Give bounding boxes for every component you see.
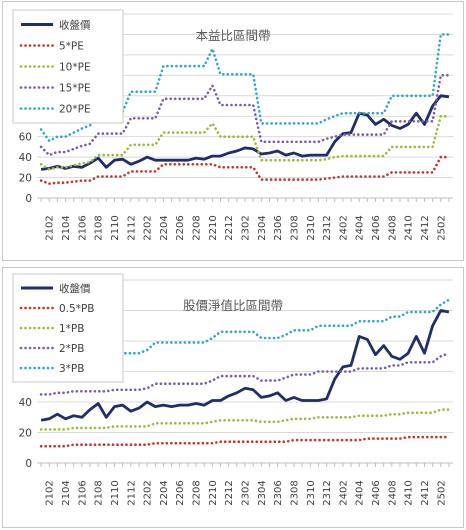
pb-y-tick-label: 40 xyxy=(19,397,32,409)
pe-x-tick-label: 2304 xyxy=(257,215,268,240)
pb-x-tick-label: 2104 xyxy=(61,480,72,505)
pe-y-tick-label: 40 xyxy=(19,152,32,164)
pe-band-chart-panel: 0204060801001201401601802102210421062108… xyxy=(2,1,464,261)
pb-band-chart: 0204060801001202102210421062108211021122… xyxy=(12,273,453,506)
pe-x-tick-label: 2410 xyxy=(404,215,415,240)
pb-series-line-3 xyxy=(39,351,451,396)
pe-x-tick-label: 2308 xyxy=(289,215,300,240)
pb-x-tick-label: 2206 xyxy=(175,480,186,505)
pb-x-tick-label: 2412 xyxy=(420,480,431,505)
pe-series-line-1 xyxy=(39,155,451,186)
pe-x-tick-label: 2412 xyxy=(420,215,431,240)
pb-series-line-0 xyxy=(40,309,450,422)
pe-y-tick-label: 0 xyxy=(25,193,32,205)
pe-x-tick-label: 2104 xyxy=(61,215,72,240)
pb-x-tick-label: 2502 xyxy=(436,480,447,505)
pe-chart-title: 本益比區間帶 xyxy=(195,28,270,43)
pe-x-tick-label: 2202 xyxy=(143,215,154,240)
pb-legend-label-0: 收盤價 xyxy=(59,282,91,295)
pe-x-tick-label: 2204 xyxy=(159,215,170,240)
pe-x-tick-label: 2206 xyxy=(175,215,186,240)
pe-x-tick-label: 2312 xyxy=(322,215,333,240)
pb-chart-title: 股價淨值比區間帶 xyxy=(183,298,283,313)
pe-x-tick-label: 2110 xyxy=(110,215,121,240)
pe-x-tick-label: 2310 xyxy=(306,215,317,240)
pe-x-tick-label: 2406 xyxy=(371,215,382,240)
pe-x-tick-label: 2502 xyxy=(436,215,447,240)
pb-x-tick-label: 2404 xyxy=(355,480,366,505)
pb-series-line-1 xyxy=(39,435,451,448)
pe-legend-label-4: 20*PE xyxy=(59,104,91,116)
pe-legend-label-3: 15*PE xyxy=(59,83,91,95)
pe-x-tick-label: 2402 xyxy=(338,215,349,240)
pe-y-tick-label: 60 xyxy=(19,132,32,144)
pb-x-tick-label: 2312 xyxy=(322,480,333,505)
pb-x-tick-label: 2106 xyxy=(77,480,88,505)
pe-legend-label-0: 收盤價 xyxy=(59,19,91,32)
pe-band-chart: 0204060801001201401601802102210421062108… xyxy=(12,9,453,241)
pb-legend-label-2: 1*PB xyxy=(59,323,84,335)
pb-x-tick-label: 2410 xyxy=(404,480,415,505)
pb-y-tick-label: 0 xyxy=(25,458,32,470)
pe-x-tick-label: 2210 xyxy=(208,215,219,240)
pb-x-tick-label: 2406 xyxy=(371,480,382,505)
pb-x-tick-label: 2210 xyxy=(208,480,219,505)
pe-legend-label-2: 10*PE xyxy=(59,62,91,74)
pb-x-tick-label: 2212 xyxy=(224,480,235,505)
pb-x-tick-label: 2310 xyxy=(306,480,317,505)
pb-x-tick-label: 2306 xyxy=(273,480,284,505)
pb-x-tick-label: 2202 xyxy=(143,480,154,505)
pb-x-tick-label: 2302 xyxy=(241,480,252,505)
pe-x-tick-label: 2208 xyxy=(192,215,203,240)
pe-x-tick-label: 2302 xyxy=(241,215,252,240)
pb-x-tick-label: 2308 xyxy=(289,480,300,505)
pb-legend-label-1: 0.5*PB xyxy=(59,303,94,315)
pe-x-tick-label: 2306 xyxy=(273,215,284,240)
pb-legend-label-3: 2*PB xyxy=(59,343,84,355)
pe-x-tick-label: 2212 xyxy=(224,215,235,240)
pb-x-tick-label: 2208 xyxy=(192,480,203,505)
pe-x-tick-label: 2102 xyxy=(45,215,56,240)
pe-x-tick-label: 2404 xyxy=(355,215,366,240)
pb-x-tick-label: 2110 xyxy=(110,480,121,505)
pb-x-tick-label: 2108 xyxy=(94,480,105,505)
pe-x-tick-label: 2108 xyxy=(94,215,105,240)
pe-x-tick-label: 2106 xyxy=(77,215,88,240)
pe-y-tick-label: 20 xyxy=(19,173,32,185)
pb-x-tick-label: 2408 xyxy=(387,480,398,505)
pb-y-tick-label: 20 xyxy=(19,428,32,440)
pb-legend-label-4: 3*PB xyxy=(59,363,84,375)
pe-series-line-3 xyxy=(39,74,451,157)
pb-x-tick-label: 2402 xyxy=(338,480,349,505)
pe-series-line-2 xyxy=(39,114,451,171)
pe-x-tick-label: 2408 xyxy=(387,215,398,240)
pe-series-line-0 xyxy=(40,94,450,171)
pb-x-tick-label: 2112 xyxy=(126,480,137,505)
pb-x-tick-label: 2304 xyxy=(257,480,268,505)
pe-x-tick-label: 2112 xyxy=(126,215,137,240)
pb-x-tick-label: 2204 xyxy=(159,480,170,505)
pb-band-chart-panel: 0204060801001202102210421062108211021122… xyxy=(2,267,464,528)
pb-x-tick-label: 2102 xyxy=(45,480,56,505)
pe-legend-label-1: 5*PE xyxy=(59,41,84,53)
pb-series-line-2 xyxy=(39,408,451,431)
